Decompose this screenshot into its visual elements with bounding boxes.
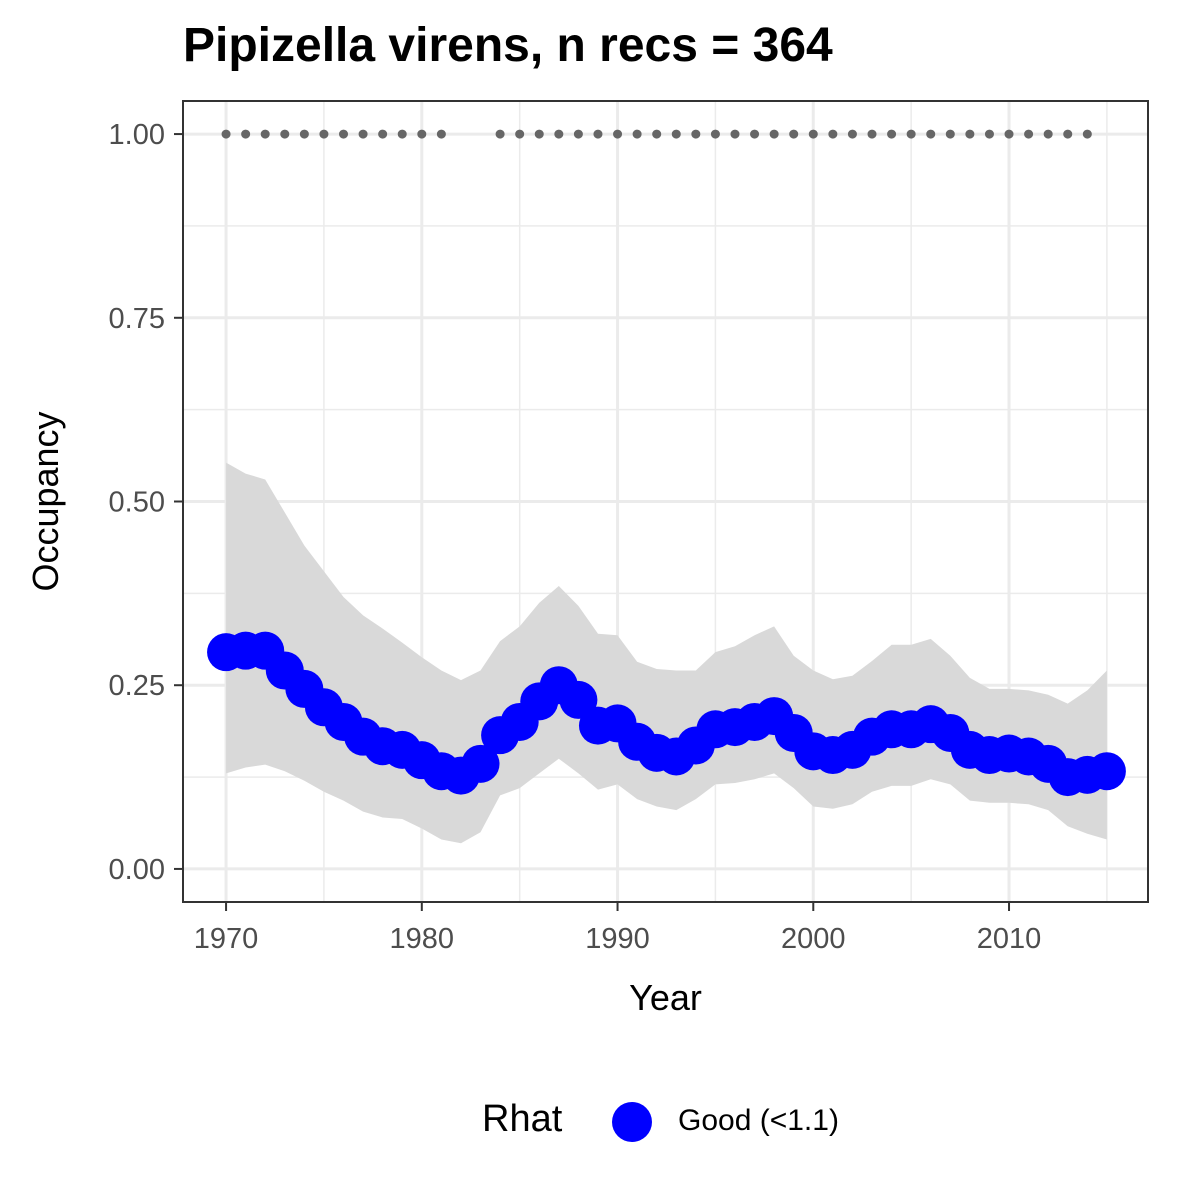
y-tick-label: 0.75 <box>109 303 165 335</box>
data-mark-1998 <box>769 129 779 139</box>
data-mark-2007 <box>945 129 955 139</box>
occupancy-point-1988 <box>559 680 598 719</box>
occupancy-point-2015 <box>1087 752 1126 791</box>
data-mark-1987 <box>554 129 564 139</box>
plot-area: 0.00 0.25 0.50 0.75 1.00 1970 1980 1990 2000 2010… <box>25 100 1149 1018</box>
data-mark-2000 <box>808 129 818 139</box>
data-mark-1976 <box>339 129 349 139</box>
data-mark-1975 <box>319 129 329 139</box>
data-mark-1988 <box>573 129 583 139</box>
data-mark-2010 <box>1004 129 1014 139</box>
data-mark-1971 <box>241 129 251 139</box>
data-mark-1993 <box>671 129 681 139</box>
legend-label-good: Good (<1.1) <box>678 1104 839 1137</box>
data-mark-1972 <box>260 129 270 139</box>
data-mark-1995 <box>710 129 720 139</box>
data-mark-1980 <box>417 129 427 139</box>
data-mark-1977 <box>358 129 368 139</box>
legend: Rhat Good (<1.1) <box>0 1090 1200 1150</box>
data-mark-1970 <box>221 129 231 139</box>
data-mark-1984 <box>495 129 505 139</box>
data-mark-1974 <box>299 129 309 139</box>
data-mark-1996 <box>730 129 740 139</box>
data-mark-1989 <box>593 129 603 139</box>
data-mark-1985 <box>515 129 525 139</box>
data-mark-2002 <box>847 129 857 139</box>
data-mark-1981 <box>436 129 446 139</box>
legend-title: Rhat <box>482 1098 563 1140</box>
data-mark-1986 <box>534 129 544 139</box>
y-tick-label: 1.00 <box>109 119 165 151</box>
data-mark-2009 <box>984 129 994 139</box>
data-mark-2005 <box>906 129 916 139</box>
x-tick-label: 1990 <box>585 923 650 955</box>
y-tick-label: 0.00 <box>109 854 165 886</box>
data-mark-1992 <box>652 129 662 139</box>
data-mark-2012 <box>1043 129 1053 139</box>
data-mark-2011 <box>1024 129 1034 139</box>
data-mark-1999 <box>789 129 799 139</box>
x-tick-label: 1980 <box>390 923 455 955</box>
data-mark-2006 <box>926 129 936 139</box>
occupancy-point-1983 <box>461 744 500 783</box>
data-mark-1978 <box>378 129 388 139</box>
y-tick-label: 0.25 <box>109 670 165 702</box>
data-mark-1979 <box>397 129 407 139</box>
y-axis-title: Occupancy <box>25 411 66 591</box>
data-mark-2001 <box>828 129 838 139</box>
chart-title: Pipizella virens, n recs = 364 <box>183 19 833 72</box>
data-mark-2013 <box>1063 129 1073 139</box>
data-mark-1994 <box>691 129 701 139</box>
data-mark-1991 <box>632 129 642 139</box>
x-tick-label: 2000 <box>781 923 846 955</box>
data-mark-2014 <box>1082 129 1092 139</box>
x-tick-label: 1970 <box>194 923 259 955</box>
data-mark-1973 <box>280 129 290 139</box>
data-mark-2004 <box>887 129 897 139</box>
data-mark-2003 <box>867 129 877 139</box>
data-mark-2008 <box>965 129 975 139</box>
y-tick-label: 0.50 <box>109 487 165 519</box>
x-axis-title: Year <box>629 977 702 1018</box>
data-mark-1997 <box>750 129 760 139</box>
legend-key-good <box>612 1102 652 1142</box>
x-tick-label: 2010 <box>977 923 1042 955</box>
data-mark-1990 <box>613 129 623 139</box>
